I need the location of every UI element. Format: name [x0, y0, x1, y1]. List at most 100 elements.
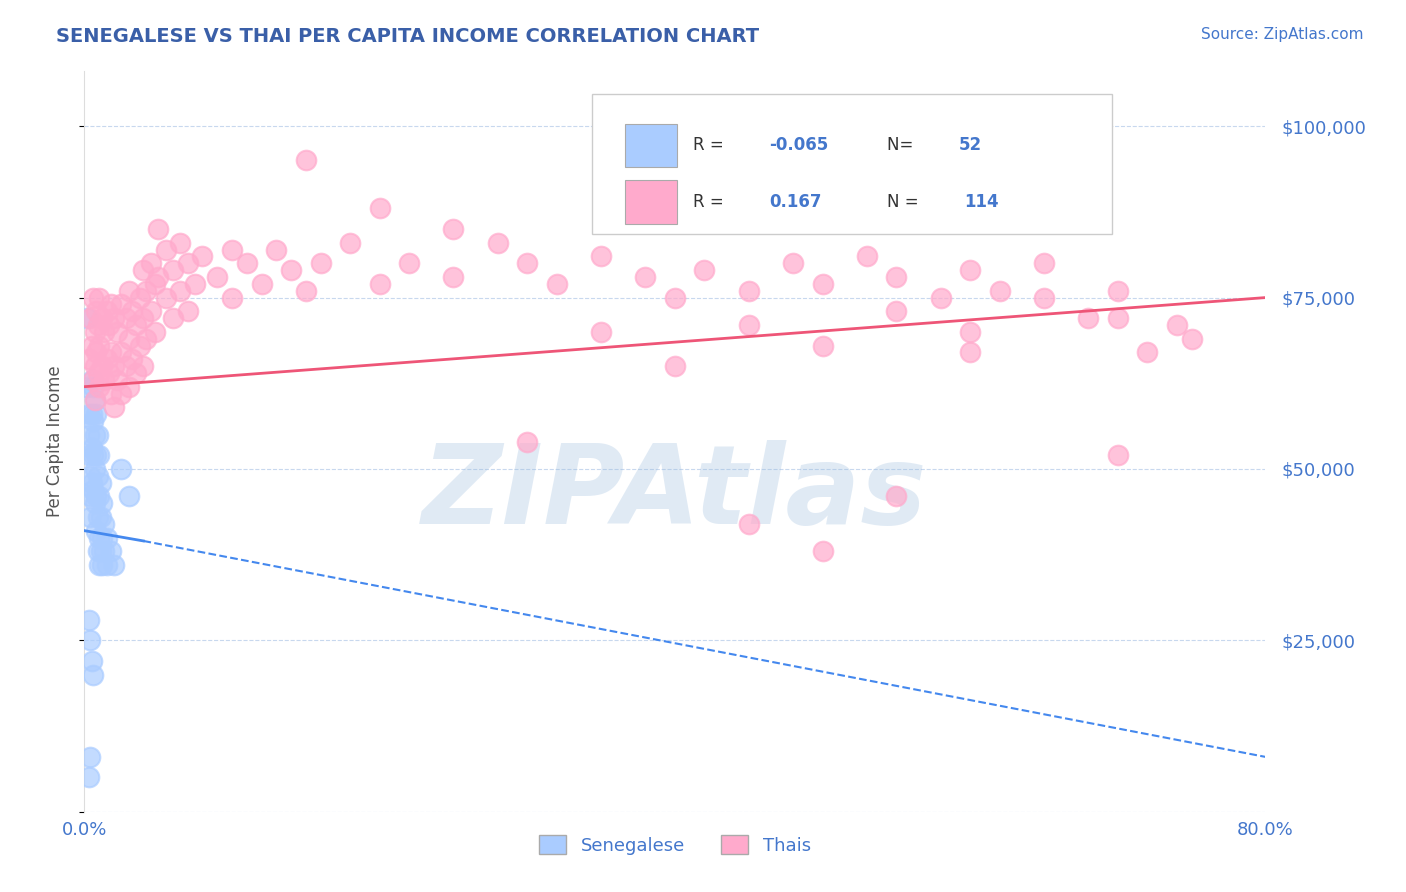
Point — [79, 750, 101, 764]
Point — [129, 291, 152, 305]
Point — [959, 325, 981, 339]
FancyBboxPatch shape — [626, 124, 678, 167]
Point — [90, 475, 112, 490]
Point — [77, 352, 100, 367]
Point — [118, 380, 141, 394]
Point — [236, 256, 259, 270]
Point — [221, 243, 243, 257]
Point — [98, 366, 121, 380]
Point — [87, 448, 111, 462]
Point — [1166, 318, 1188, 332]
Point — [139, 304, 162, 318]
Point — [516, 256, 538, 270]
Point — [105, 325, 128, 339]
Point — [959, 263, 981, 277]
Point — [295, 153, 318, 168]
Point — [125, 366, 148, 380]
Text: SENEGALESE VS THAI PER CAPITA INCOME CORRELATION CHART: SENEGALESE VS THAI PER CAPITA INCOME COR… — [56, 27, 759, 45]
Point — [125, 318, 148, 332]
Point — [77, 427, 100, 442]
Point — [177, 256, 200, 270]
Point — [93, 544, 115, 558]
Point — [87, 489, 111, 503]
Point — [79, 510, 101, 524]
Point — [811, 544, 834, 558]
Point — [591, 250, 613, 264]
Point — [443, 270, 465, 285]
Point — [77, 407, 100, 421]
Point — [93, 516, 115, 531]
Point — [86, 510, 108, 524]
Point — [118, 489, 141, 503]
Legend: Senegalese, Thais: Senegalese, Thais — [531, 828, 818, 862]
Point — [1107, 284, 1129, 298]
Point — [148, 270, 170, 285]
Point — [83, 393, 105, 408]
Point — [118, 332, 141, 346]
Point — [87, 291, 111, 305]
Point — [886, 270, 908, 285]
Point — [100, 297, 122, 311]
FancyBboxPatch shape — [626, 180, 678, 224]
Point — [96, 558, 118, 572]
Point — [1107, 311, 1129, 326]
Point — [148, 222, 170, 236]
Point — [782, 256, 804, 270]
Point — [221, 291, 243, 305]
Point — [1107, 448, 1129, 462]
Point — [738, 516, 761, 531]
Point — [811, 338, 834, 352]
Point — [110, 297, 132, 311]
Text: -0.065: -0.065 — [769, 136, 828, 154]
Point — [103, 558, 125, 572]
Point — [90, 510, 112, 524]
Point — [143, 277, 166, 291]
Point — [738, 318, 761, 332]
Point — [79, 468, 101, 483]
Point — [155, 243, 177, 257]
Point — [82, 373, 104, 387]
Point — [86, 318, 108, 332]
Point — [738, 284, 761, 298]
Text: N =: N = — [887, 193, 924, 211]
Point — [959, 345, 981, 359]
Point — [177, 304, 200, 318]
Point — [1136, 345, 1159, 359]
Point — [266, 243, 288, 257]
Point — [87, 558, 111, 572]
Point — [91, 558, 114, 572]
Point — [80, 475, 103, 490]
Point — [162, 263, 184, 277]
Text: 52: 52 — [959, 136, 981, 154]
Point — [77, 771, 100, 785]
Point — [79, 311, 101, 326]
Point — [83, 462, 105, 476]
Point — [84, 524, 107, 538]
Point — [86, 544, 108, 558]
Point — [191, 250, 214, 264]
Point — [169, 284, 191, 298]
Point — [339, 235, 361, 250]
Point — [118, 284, 141, 298]
Point — [87, 531, 111, 545]
Point — [80, 654, 103, 668]
Point — [103, 359, 125, 373]
Point — [80, 407, 103, 421]
Text: R =: R = — [693, 136, 728, 154]
Point — [110, 386, 132, 401]
Point — [84, 304, 107, 318]
Point — [80, 373, 103, 387]
Text: 114: 114 — [965, 193, 998, 211]
Point — [139, 256, 162, 270]
Point — [486, 235, 509, 250]
Point — [96, 352, 118, 367]
Point — [207, 270, 229, 285]
Point — [121, 304, 143, 318]
Point — [98, 318, 121, 332]
Point — [114, 359, 136, 373]
Point — [1033, 291, 1056, 305]
Point — [132, 311, 155, 326]
Point — [90, 544, 112, 558]
Point — [84, 448, 107, 462]
Point — [91, 311, 114, 326]
